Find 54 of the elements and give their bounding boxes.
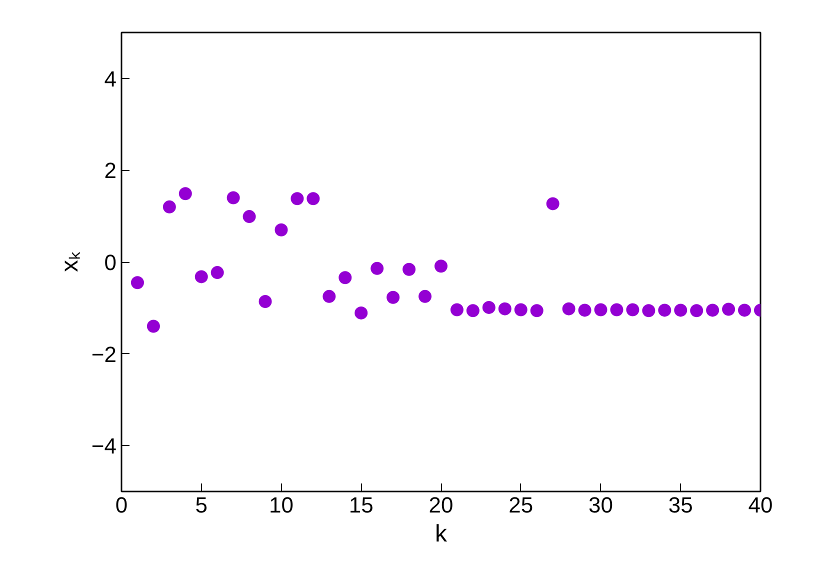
point [226, 191, 240, 204]
point [178, 187, 192, 200]
x-tick-label: 25 [508, 492, 534, 518]
point [642, 304, 656, 318]
x-tick-label: 10 [269, 492, 294, 518]
x-tick-label: 40 [748, 492, 773, 518]
point [162, 200, 176, 214]
point [562, 302, 576, 316]
point [706, 304, 720, 317]
point [402, 262, 416, 276]
y-axis-title: xₖ [56, 251, 84, 272]
point [338, 271, 352, 284]
point [370, 262, 384, 275]
y-tick-label: 2 [104, 158, 117, 184]
point [722, 302, 736, 316]
x-tick-label: 20 [428, 492, 454, 518]
point [242, 210, 256, 224]
point [546, 197, 560, 210]
point [690, 304, 704, 318]
point [466, 304, 480, 318]
point [418, 290, 432, 303]
point [194, 270, 208, 284]
point [450, 303, 464, 316]
x-tick-label: 5 [195, 492, 208, 518]
y-tick-label: 0 [104, 250, 117, 275]
point [626, 303, 640, 316]
point [354, 306, 368, 320]
point [658, 304, 672, 317]
x-tick-label: 35 [668, 492, 693, 518]
x-tick-label: 15 [348, 492, 374, 518]
point [290, 192, 304, 206]
point [482, 300, 496, 314]
point [530, 304, 544, 318]
y-tick-label: −2 [91, 342, 117, 367]
point [498, 302, 512, 316]
point [130, 276, 144, 290]
point [674, 304, 688, 317]
y-tick-label: −4 [91, 434, 117, 459]
x-tick-label: 30 [588, 492, 613, 518]
point [610, 303, 624, 316]
x-axis-title: k [435, 520, 448, 548]
point [386, 290, 400, 304]
point [322, 290, 336, 303]
point [738, 304, 752, 317]
point [210, 266, 224, 280]
point [306, 192, 320, 206]
point [514, 303, 528, 316]
point [146, 320, 160, 333]
point [594, 303, 608, 316]
point [258, 294, 272, 308]
point [274, 223, 288, 236]
y-tick-label: 4 [104, 66, 117, 92]
point [434, 260, 448, 273]
point [578, 304, 592, 317]
